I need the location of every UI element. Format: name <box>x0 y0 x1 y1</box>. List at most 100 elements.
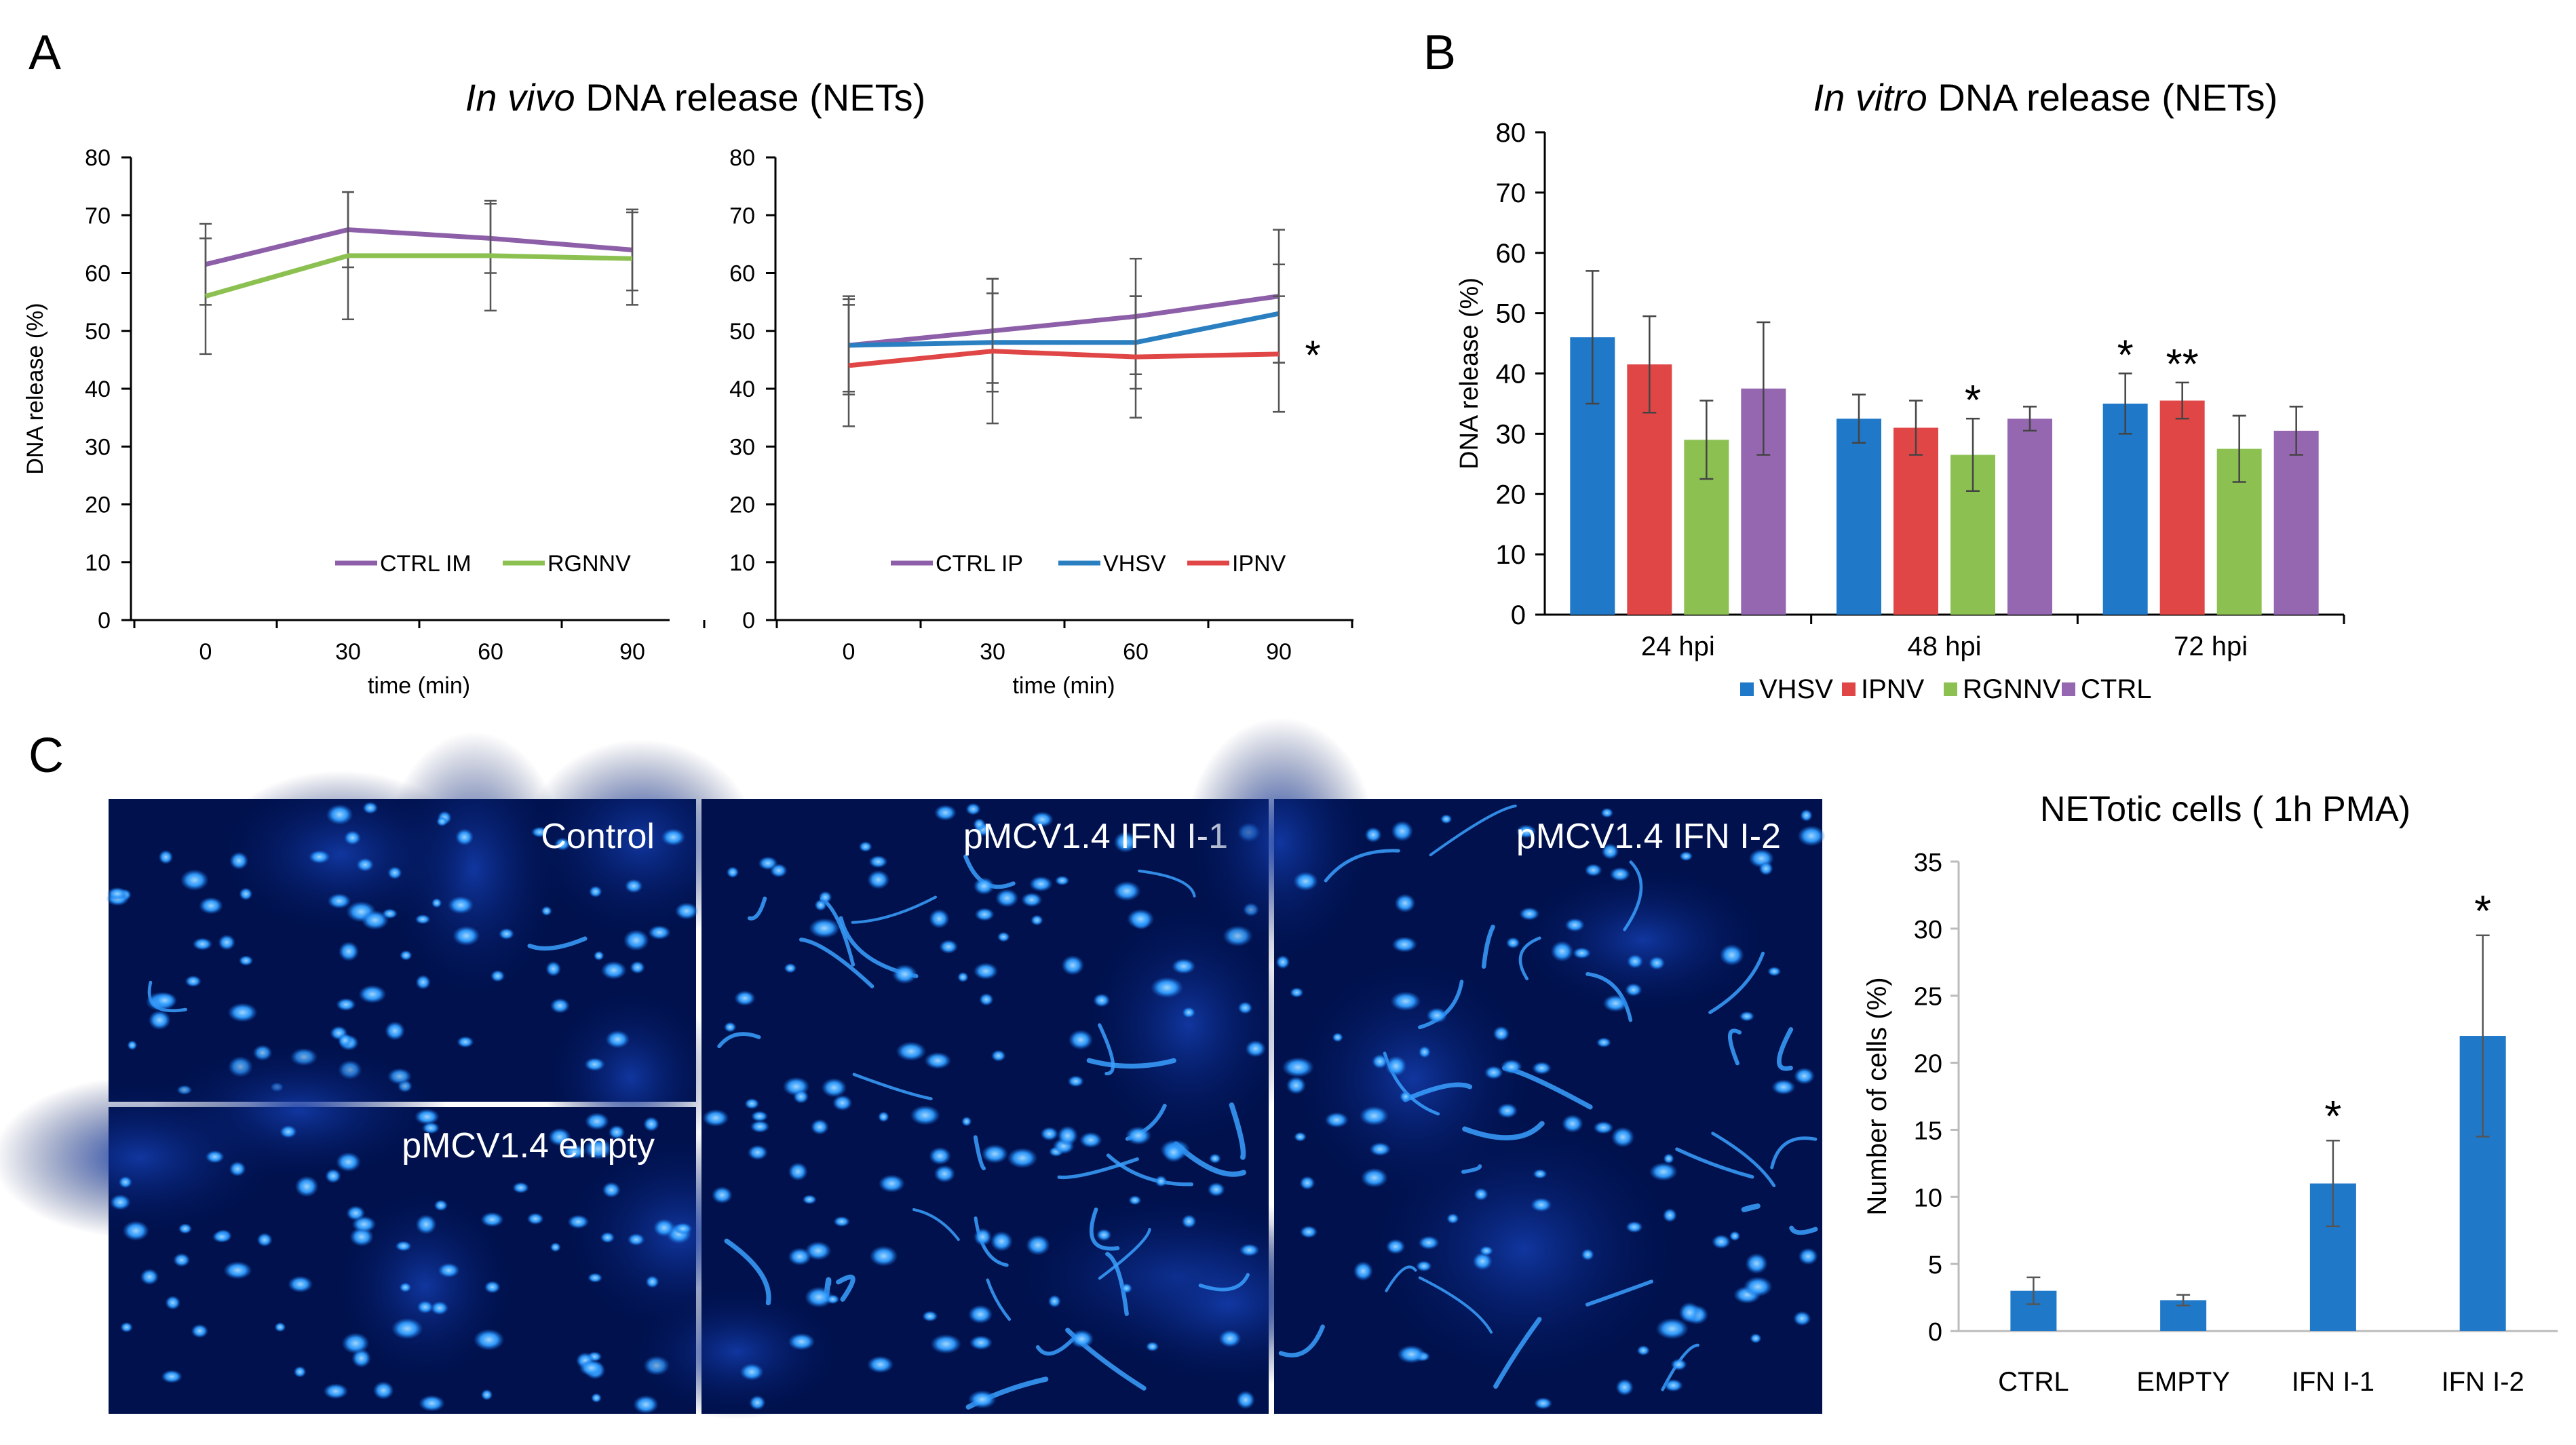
cell-nucleus <box>1533 1169 1547 1179</box>
cell-nucleus <box>802 1195 817 1205</box>
cell-nucleus <box>109 1194 131 1210</box>
x-tick-label: 60 <box>1123 639 1149 665</box>
legend-swatch <box>2062 682 2075 696</box>
x-tick-label: 24 hpi <box>1641 632 1715 661</box>
y-tick-label: 25 <box>1914 983 1942 1012</box>
cell-nucleus <box>431 898 442 908</box>
significance-star: * <box>1305 332 1320 378</box>
cell-nucleus <box>867 1355 894 1374</box>
cell-nucleus <box>1497 1103 1518 1119</box>
cell-nucleus <box>653 1218 676 1237</box>
cell-nucleus <box>480 1389 493 1401</box>
cell-nucleus <box>1126 908 1155 929</box>
net-strand <box>799 938 874 988</box>
y-tick-label: 80 <box>729 145 755 171</box>
y-tick-label: 30 <box>1496 419 1526 449</box>
net-strand <box>912 1208 960 1241</box>
cell-nucleus <box>1385 1056 1407 1077</box>
cell-nucleus <box>338 941 360 962</box>
net-strand <box>1278 1324 1325 1357</box>
cell-nucleus <box>1601 843 1619 860</box>
cell-nucleus <box>358 984 387 1004</box>
cell-nucleus <box>648 925 671 940</box>
net-strand <box>1776 1027 1794 1071</box>
cell-nucleus <box>1758 862 1773 876</box>
cell-nucleus <box>185 975 201 988</box>
significance-star: * <box>2474 887 2491 936</box>
cell-nucleus <box>178 1223 193 1234</box>
cell-nucleus <box>1440 814 1453 824</box>
legend-label: RGNNV <box>1963 674 2061 704</box>
cell-nucleus <box>1615 1379 1634 1396</box>
cell-nucleus <box>750 1111 769 1122</box>
legend-label: CTRL IM <box>380 551 472 577</box>
net-strand <box>747 896 767 921</box>
cell-nucleus <box>602 1182 621 1198</box>
y-tick-label: 40 <box>729 377 755 402</box>
cell-nucleus <box>1282 1057 1315 1078</box>
cell-nucleus <box>457 1036 474 1048</box>
legend-label: IPNV <box>1232 551 1286 577</box>
cell-nucleus <box>1446 1213 1459 1225</box>
cell-nucleus <box>1371 1054 1389 1069</box>
cell-nucleus <box>858 841 872 852</box>
cell-nucleus <box>455 828 474 846</box>
cell-nucleus <box>152 992 178 1009</box>
cell-nucleus <box>1397 1345 1426 1364</box>
net-strand <box>1418 980 1464 1030</box>
cell-nucleus <box>512 1182 529 1194</box>
y-axis-label: DNA release (%) <box>22 303 48 474</box>
cell-nucleus <box>192 938 213 950</box>
cell-nucleus <box>633 1395 659 1414</box>
y-tick-label: 70 <box>729 203 755 229</box>
cell-nucleus <box>788 1248 812 1266</box>
net-strand <box>1198 1273 1250 1292</box>
significance-star: * <box>2117 332 2134 379</box>
cell-nucleus <box>1609 867 1631 882</box>
cell-nucleus <box>1391 820 1414 842</box>
cell-nucleus <box>140 1268 159 1286</box>
y-tick-label: 70 <box>85 203 111 229</box>
cell-nucleus <box>643 1116 659 1132</box>
cell-nucleus <box>484 1280 501 1294</box>
cell-nucleus <box>726 866 739 879</box>
cell-nucleus <box>967 1390 997 1409</box>
cell-nucleus <box>351 1216 377 1233</box>
cell-nucleus <box>238 955 254 966</box>
cell-nucleus <box>1418 1235 1440 1250</box>
cell-nucleus <box>673 1222 693 1235</box>
cell-nucleus <box>878 1174 905 1193</box>
legend-label: RGNNV <box>547 551 631 577</box>
cell-nucleus <box>1484 1065 1503 1080</box>
cell-nucleus <box>280 1125 297 1138</box>
panel-label-a: A <box>28 26 61 80</box>
cell-nucleus <box>415 914 431 925</box>
net-strand <box>1086 1058 1176 1069</box>
cell-nucleus <box>1743 1276 1773 1297</box>
y-tick-label: 80 <box>85 145 111 171</box>
cell-nucleus <box>1239 1244 1260 1257</box>
y-tick-label: 60 <box>729 261 755 287</box>
cell-nucleus <box>979 993 994 1006</box>
cell-nucleus <box>361 910 389 930</box>
legend-swatch <box>1740 682 1754 696</box>
x-tick-label: 30 <box>335 639 361 665</box>
cell-nucleus <box>180 869 209 891</box>
cell-nucleus <box>750 1120 770 1133</box>
cell-nucleus <box>1625 983 1642 997</box>
cell-nucleus <box>990 1231 1013 1252</box>
y-tick-label: 35 <box>1914 849 1942 877</box>
cell-nucleus <box>991 1049 1006 1062</box>
cell-nucleus <box>173 1253 191 1267</box>
cell-nucleus <box>1416 1260 1432 1272</box>
cell-nucleus <box>973 962 999 980</box>
net-strand <box>1105 1252 1129 1316</box>
x-tick-label: CTRL <box>1998 1367 2069 1397</box>
net-strand <box>1106 1153 1193 1187</box>
cell-nucleus <box>1418 1045 1431 1058</box>
cell-nucleus <box>749 1395 766 1410</box>
y-tick-label: 60 <box>85 261 111 287</box>
cell-nucleus <box>623 929 649 951</box>
cell-nucleus <box>583 1138 613 1160</box>
chart-title: NETotic cells ( 1h PMA) <box>2040 790 2410 829</box>
